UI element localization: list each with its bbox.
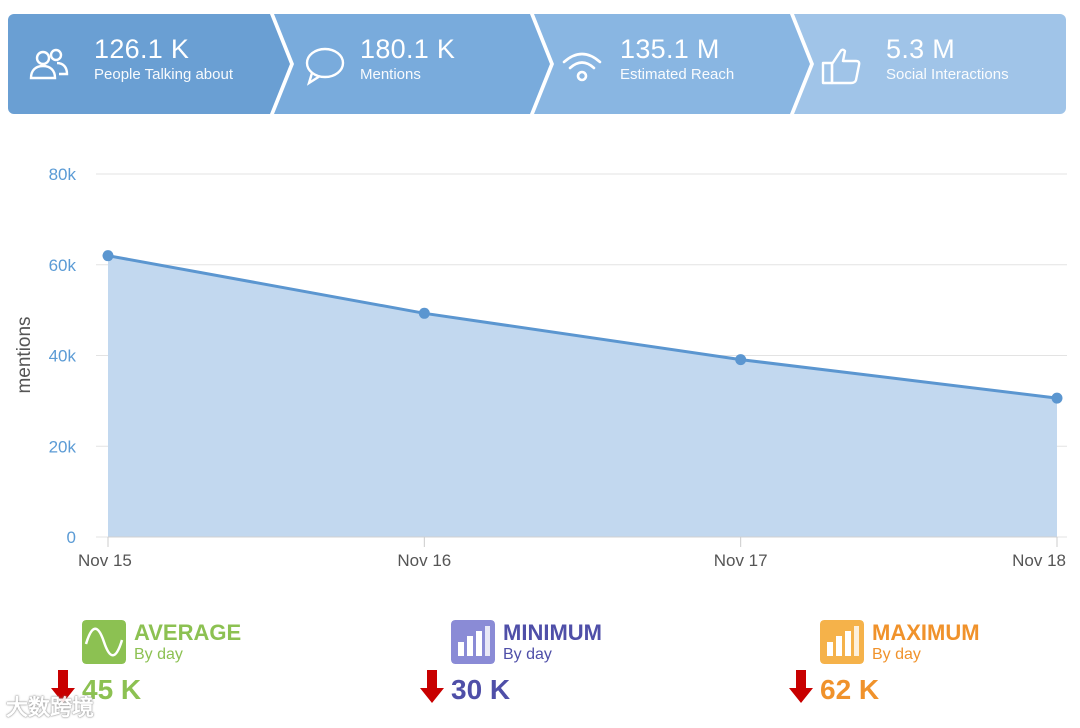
metric-social-interactions: 5.3 M Social Interactions bbox=[794, 14, 1066, 114]
metric-label: People Talking about bbox=[94, 66, 233, 83]
y-tick-label: 40k bbox=[49, 347, 77, 366]
x-tick-label: Nov 18 bbox=[1012, 551, 1066, 570]
metric-value: 126.1 K bbox=[94, 34, 190, 64]
metrics-banner: 126.1 K People Talking about 180.1 K Men… bbox=[8, 14, 1066, 114]
x-tick-label: Nov 17 bbox=[714, 551, 768, 570]
data-point bbox=[102, 250, 114, 262]
y-tick-label: 80k bbox=[49, 165, 77, 184]
stat-value: 45 K bbox=[82, 674, 142, 705]
x-tick-label: Nov 15 bbox=[78, 551, 132, 570]
metric-label: Mentions bbox=[360, 66, 421, 83]
people-icon bbox=[29, 48, 69, 80]
metric-value: 5.3 M bbox=[886, 34, 956, 64]
mentions-area-chart: 0 20k 40k 60k 80k Nov 15 Nov 16 Nov 17 Nov 18 m… bbox=[14, 165, 1067, 570]
watermark: 大数跨境 bbox=[6, 695, 95, 720]
metric-value: 180.1 K bbox=[360, 34, 456, 64]
metric-value: 135.1 M bbox=[620, 34, 720, 64]
down-arrow-icon bbox=[51, 670, 75, 703]
data-point bbox=[418, 307, 430, 319]
metric-mentions: 180.1 K Mentions bbox=[274, 14, 530, 114]
stat-title: AVERAGE bbox=[134, 620, 242, 645]
bar-chart-icon bbox=[451, 620, 495, 664]
stat-subtitle: By day bbox=[872, 646, 921, 663]
data-point bbox=[1051, 392, 1063, 404]
down-arrow-icon bbox=[420, 670, 444, 703]
series-line bbox=[107, 254, 1058, 400]
stat-title: MAXIMUM bbox=[872, 620, 980, 645]
y-tick-label: 20k bbox=[49, 437, 77, 456]
metric-estimated-reach: 135.1 M Estimated Reach bbox=[534, 14, 790, 114]
wifi-icon bbox=[562, 52, 602, 82]
area-fill bbox=[108, 255, 1057, 538]
wave-icon bbox=[82, 620, 126, 664]
bar-chart-icon bbox=[820, 620, 864, 664]
stat-value: 62 K bbox=[820, 674, 880, 705]
metric-people-talking: 126.1 K People Talking about bbox=[8, 14, 270, 114]
metric-label: Social Interactions bbox=[886, 66, 1009, 83]
y-tick-label: 0 bbox=[67, 528, 76, 547]
x-tick-label: Nov 16 bbox=[397, 551, 451, 570]
y-tick-label: 60k bbox=[49, 256, 77, 275]
data-point bbox=[735, 354, 747, 366]
down-arrow-icon bbox=[789, 670, 813, 703]
banner-background bbox=[8, 14, 1066, 114]
thumbs-up-icon bbox=[821, 48, 861, 85]
stat-subtitle: By day bbox=[503, 646, 552, 663]
speech-bubble-icon bbox=[305, 47, 345, 86]
metric-label: Estimated Reach bbox=[620, 66, 735, 83]
stat-subtitle: By day bbox=[134, 646, 183, 663]
stat-title: MINIMUM bbox=[503, 620, 602, 645]
stat-value: 30 K bbox=[451, 674, 511, 705]
y-axis-label: mentions bbox=[14, 316, 35, 393]
